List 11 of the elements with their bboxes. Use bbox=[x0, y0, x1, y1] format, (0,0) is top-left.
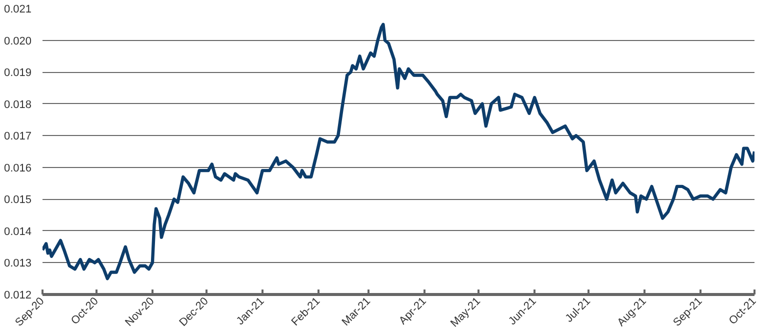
y-tick-label: 0.012 bbox=[4, 290, 32, 302]
y-tick-label: 0.018 bbox=[4, 98, 32, 111]
y-tick-label: 0.021 bbox=[4, 4, 32, 16]
y-tick-label: 0.014 bbox=[4, 226, 32, 238]
y-tick-label: 0.019 bbox=[4, 67, 32, 80]
line-series bbox=[42, 22, 754, 280]
y-tick-label: 0.016 bbox=[4, 162, 32, 174]
y-tick-label: 0.017 bbox=[4, 130, 32, 143]
y-tick-label: 0.020 bbox=[4, 35, 32, 48]
y-tick-label: 0.015 bbox=[4, 194, 32, 206]
y-tick-label: 0.013 bbox=[4, 258, 32, 270]
